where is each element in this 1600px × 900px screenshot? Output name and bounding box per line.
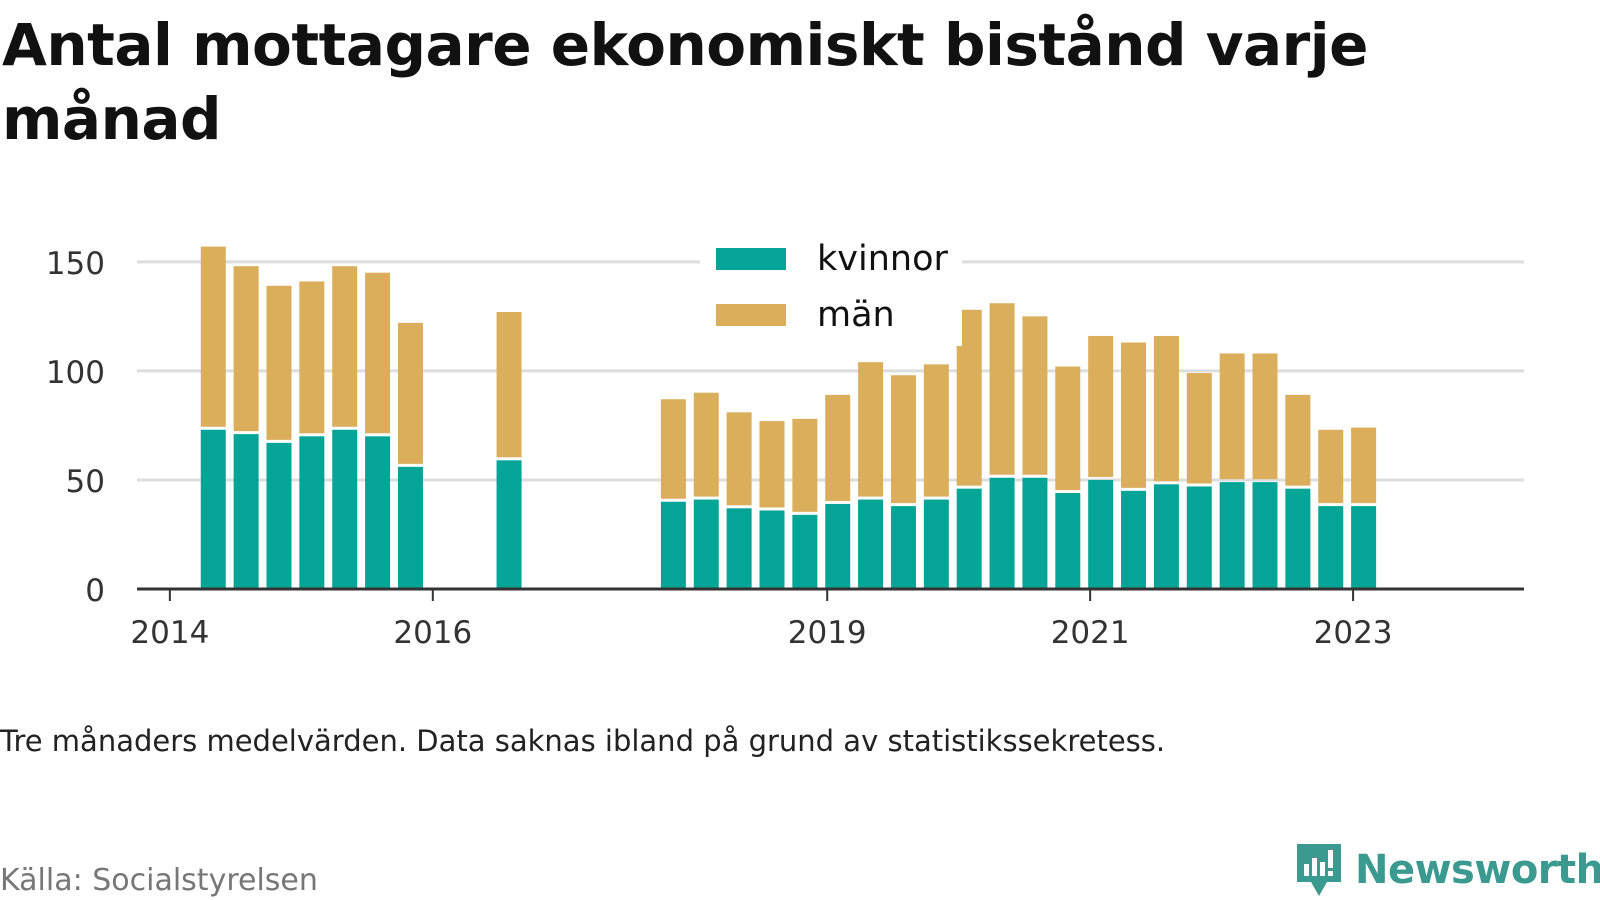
chart-footnote: Tre månaders medelvärden. Data saknas ib…: [0, 724, 1166, 758]
brand-logo: Newsworthy: [1293, 842, 1600, 898]
bar-man: [1121, 342, 1147, 488]
bar-kvinnor: [989, 477, 1015, 589]
legend-swatch-kvinnor: [716, 248, 786, 270]
bar-kvinnor: [233, 434, 259, 589]
bar-man: [496, 311, 522, 458]
bar-man: [1219, 353, 1245, 480]
bar-man: [759, 421, 785, 508]
bar-man: [1153, 335, 1179, 482]
bar-man: [266, 285, 292, 440]
bar-kvinnor: [200, 429, 226, 589]
legend: kvinnor män: [700, 236, 962, 346]
x-tick-label-2019: 2019: [788, 615, 867, 651]
bar-man: [792, 418, 818, 512]
bar-man: [1055, 366, 1081, 491]
bar-series: [200, 246, 1377, 589]
bar-kvinnor: [332, 429, 358, 589]
bar-man: [726, 412, 752, 506]
bar-kvinnor: [299, 436, 325, 589]
bar-kvinnor: [792, 514, 818, 589]
bar-kvinnor: [1285, 488, 1311, 589]
bar-man: [233, 266, 259, 432]
bar-kvinnor: [890, 506, 916, 589]
bar-man: [890, 375, 916, 504]
bar-kvinnor: [1318, 506, 1344, 589]
legend-label-kvinnor: kvinnor: [817, 239, 948, 279]
y-tick-label-50: 50: [66, 464, 105, 500]
bar-man: [1351, 427, 1377, 504]
bar-man: [397, 322, 423, 464]
bar-kvinnor: [1351, 506, 1377, 589]
legend-label-män: män: [817, 295, 895, 335]
bar-kvinnor: [397, 466, 423, 589]
y-tick-label-150: 150: [46, 246, 105, 282]
bar-kvinnor: [1088, 479, 1114, 589]
bar-kvinnor: [1121, 490, 1147, 589]
bar-kvinnor: [1022, 477, 1048, 589]
y-tick-label-0: 0: [85, 573, 105, 609]
x-tick-label-2014: 2014: [130, 615, 209, 651]
legend-swatch-män: [716, 304, 786, 326]
y-tick-label-100: 100: [46, 355, 105, 391]
bar-kvinnor: [923, 499, 949, 589]
x-tick-label-2023: 2023: [1314, 615, 1393, 651]
bar-kvinnor: [956, 488, 982, 589]
bar-man: [693, 392, 719, 497]
bar-man: [1318, 429, 1344, 504]
bar-man: [1252, 353, 1278, 480]
axes: 0 50 100 150 2014 2016 2019 2021 2023: [46, 246, 1524, 651]
source-credit: Källa: Socialstyrelsen: [0, 863, 318, 898]
bar-kvinnor: [365, 436, 391, 589]
bar-kvinnor: [759, 510, 785, 589]
bar-man: [923, 364, 949, 497]
bar-man: [660, 399, 686, 499]
bar-man: [858, 362, 884, 497]
bar-man: [989, 303, 1015, 475]
stacked-bar-chart: 0 50 100 150 2014 2016 2019 2021 2023 kvinnor män: [45, 236, 1524, 651]
bar-kvinnor: [266, 442, 292, 589]
bar-man: [825, 394, 851, 501]
bar-man: [332, 266, 358, 427]
bar-kvinnor: [496, 460, 522, 589]
bar-kvinnor: [693, 499, 719, 589]
bar-kvinnor: [825, 503, 851, 589]
x-tick-label-2016: 2016: [393, 615, 472, 651]
x-tick-label-2021: 2021: [1051, 615, 1130, 651]
bar-man: [200, 246, 226, 427]
bar-kvinnor: [1219, 482, 1245, 589]
bar-kvinnor: [1252, 482, 1278, 589]
bar-kvinnor: [1186, 486, 1212, 589]
newsworthy-logo-icon: [1297, 844, 1341, 896]
bar-man: [1022, 316, 1048, 475]
bar-kvinnor: [858, 499, 884, 589]
bar-kvinnor: [1055, 493, 1081, 589]
bar-kvinnor: [660, 501, 686, 589]
bar-man: [1285, 394, 1311, 486]
bar-man: [299, 281, 325, 434]
bar-man: [1186, 373, 1212, 484]
brand-name: Newsworthy: [1355, 847, 1600, 893]
chart-title: Antal mottagare ekonomiskt bistånd varje…: [2, 11, 1369, 153]
bar-man: [1088, 335, 1114, 477]
bar-kvinnor: [726, 508, 752, 589]
bar-kvinnor: [1153, 484, 1179, 589]
bar-man: [365, 272, 391, 434]
